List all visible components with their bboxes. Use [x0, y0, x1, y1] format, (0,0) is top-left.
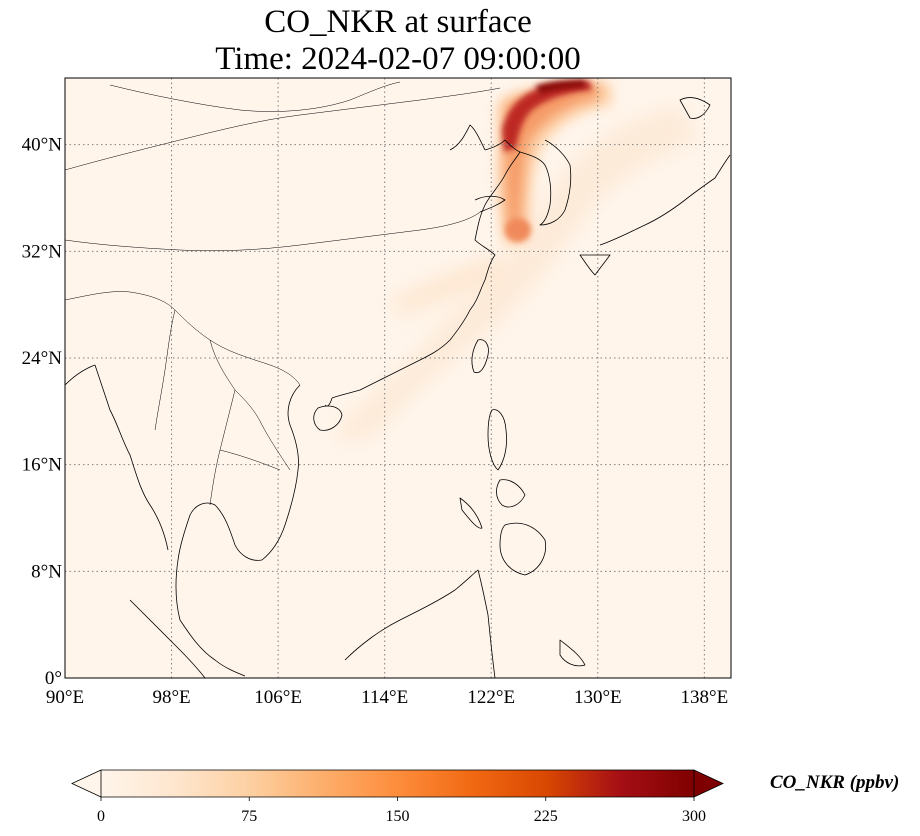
leizhou-peninsula: [324, 397, 333, 407]
lon-tick-label: 138°E: [681, 687, 729, 708]
myanmar-coast: [94, 364, 169, 551]
colorbar-gradient: [101, 770, 694, 797]
sulawesi-island: [559, 639, 586, 667]
colorbar-extend-max: [693, 769, 724, 798]
bohai-coast: [449, 124, 486, 151]
title-line-1: CO_NKR at surface: [264, 4, 532, 40]
palawan-island: [459, 497, 483, 529]
lat-tick-label: 40°N: [22, 135, 63, 156]
longitude-tick-labels: 90°E 98°E 106°E 114°E 122°E 130°E 138°E: [46, 687, 728, 708]
lon-tick-label: 98°E: [152, 687, 190, 708]
bay-of-bengal-coast: [65, 364, 96, 386]
land-borders: [65, 87, 501, 506]
map-panel: [64, 77, 732, 679]
colorbar-extend-min: [71, 769, 102, 798]
borneo-island: [344, 569, 496, 678]
colorbar-tick-label: 150: [386, 808, 410, 825]
latitude-tick-labels: 0° 8°N 16°N 24°N 32°N 40°N: [22, 135, 63, 689]
lat-tick-label: 16°N: [22, 455, 63, 476]
map-frame: [64, 77, 732, 679]
philippines-visayas: [496, 479, 526, 508]
lat-tick-label: 8°N: [31, 561, 62, 582]
lon-tick-label: 122°E: [467, 687, 515, 708]
vietnam-coast: [261, 384, 301, 561]
gridlines: [65, 78, 731, 678]
colorbar-tick-label: 0: [97, 808, 105, 825]
hainan-island: [313, 405, 343, 431]
japan-honshu: [599, 154, 731, 246]
colorbar-ticks: 0 75 150 225 300: [97, 797, 706, 825]
map-title: CO_NKR at surface Time: 2024-02-07 09:00…: [65, 4, 731, 78]
title-line-2: Time: 2024-02-07 09:00:00: [215, 41, 581, 77]
lon-tick-label: 90°E: [46, 687, 84, 708]
coastlines-borders: [65, 81, 731, 678]
plume-spot-yellow-sea: [505, 218, 531, 242]
northern-border: [109, 81, 401, 112]
lat-tick-label: 0°: [45, 668, 62, 689]
plume-peak: [535, 80, 585, 94]
taiwan-island: [471, 339, 489, 374]
shandong-peninsula: [474, 195, 506, 213]
colorbar-label: CO_NKR (ppbv): [770, 772, 900, 793]
malay-peninsula: [179, 619, 246, 677]
colorbar: 0 75 150 225 300: [71, 769, 724, 825]
lat-tick-label: 24°N: [22, 348, 63, 369]
lon-tick-label: 130°E: [574, 687, 622, 708]
lon-tick-label: 114°E: [361, 687, 408, 708]
gulf-of-thailand: [175, 502, 263, 621]
plume-medium: [505, 84, 600, 236]
colorbar-tick-label: 300: [682, 808, 706, 825]
japan-kyushu: [579, 254, 611, 276]
lat-tick-label: 32°N: [22, 241, 63, 262]
japan-hokkaido: [679, 97, 711, 119]
korea-peninsula: [519, 139, 572, 226]
plume-faint-haze-2: [390, 255, 505, 315]
lon-tick-label: 106°E: [254, 687, 302, 708]
sumatra-island: [129, 599, 206, 678]
mindanao-island: [499, 522, 547, 576]
colorbar-tick-label: 225: [534, 808, 558, 825]
plume-core: [502, 81, 592, 152]
china-coastline: [331, 139, 521, 399]
colorbar-tick-label: 75: [241, 808, 257, 825]
luzon-island: [487, 409, 507, 471]
